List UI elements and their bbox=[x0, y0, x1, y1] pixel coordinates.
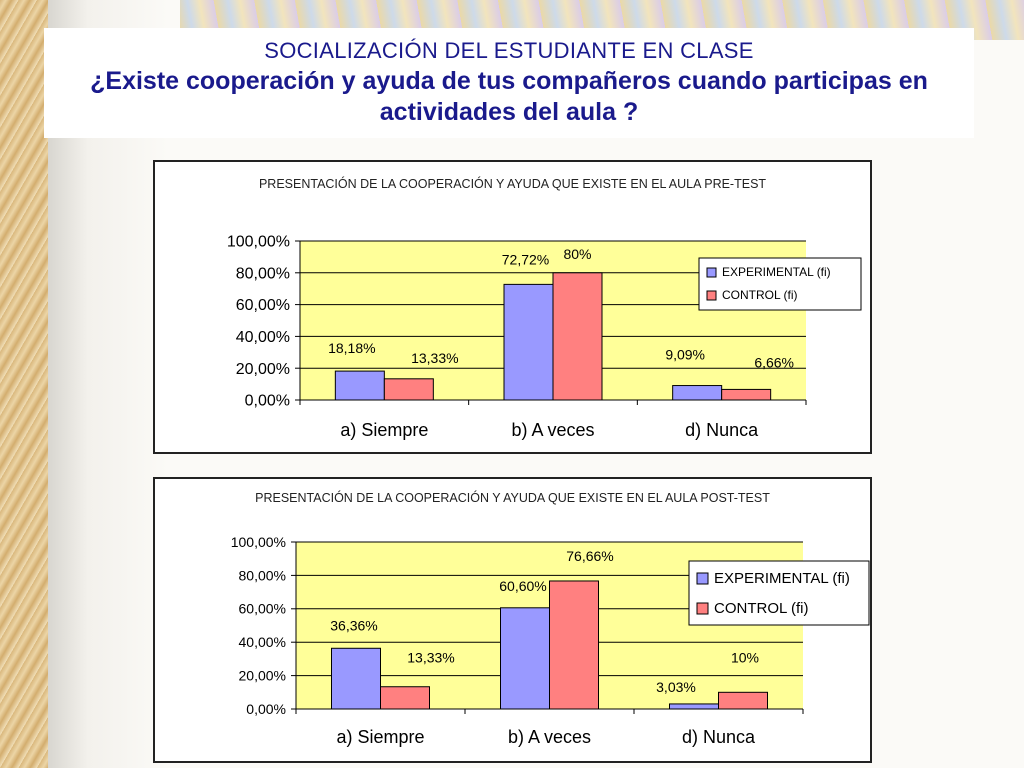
slide-heading: SOCIALIZACIÓN DEL ESTUDIANTE EN CLASE bbox=[264, 38, 754, 63]
data-label: 18,18% bbox=[328, 340, 375, 356]
bar bbox=[718, 691, 768, 710]
bar bbox=[721, 388, 772, 401]
y-tick-label: 60,00% bbox=[236, 297, 290, 314]
bar bbox=[669, 703, 719, 710]
data-label: 36,36% bbox=[330, 617, 377, 633]
bar bbox=[672, 385, 723, 401]
bar bbox=[334, 370, 385, 401]
chart-title: PRESENTACIÓN DE LA COOPERACIÓN Y AYUDA Q… bbox=[255, 491, 770, 505]
bar bbox=[552, 272, 603, 401]
category-label: b) A veces bbox=[508, 727, 591, 747]
category-label: d) Nunca bbox=[682, 727, 756, 747]
legend-swatch bbox=[696, 572, 709, 585]
data-label: 60,60% bbox=[499, 578, 546, 594]
slide-question: ¿Existe cooperación y ayuda de tus compa… bbox=[90, 67, 928, 126]
legend-label: EXPERIMENTAL (fi) bbox=[714, 570, 850, 587]
category-label: a) Siempre bbox=[340, 420, 428, 440]
y-tick-label: 20,00% bbox=[239, 668, 286, 684]
y-tick-label: 80,00% bbox=[236, 265, 290, 282]
chart-post-test-plot: 0,00% 20,00% 40,00% 60,00% 80,00% 100,00% 36,3… bbox=[231, 534, 870, 747]
y-tick-label: 100,00% bbox=[231, 534, 286, 550]
legend-swatch bbox=[706, 290, 717, 301]
y-tick-label: 80,00% bbox=[239, 567, 286, 583]
category-label: d) Nunca bbox=[685, 420, 759, 440]
chart-post-test: PRESENTACIÓN DE LA COOPERACIÓN Y AYUDA Q… bbox=[153, 477, 872, 763]
legend-label: EXPERIMENTAL (fi) bbox=[722, 265, 831, 279]
legend-swatch bbox=[696, 602, 709, 615]
chart-pre-test-plot: 0,00% 20,00% 40,00% 60,00% 80,00% 100,00% 18,1… bbox=[227, 234, 862, 440]
legend-label: CONTROL (fi) bbox=[714, 600, 808, 617]
legend-box bbox=[698, 257, 862, 311]
chart-pre-test: PRESENTACIÓN DE LA COOPERACIÓN Y AYUDA Q… bbox=[153, 160, 872, 454]
legend-label: CONTROL (fi) bbox=[722, 288, 798, 302]
bar bbox=[383, 378, 434, 401]
y-tick-label: 100,00% bbox=[227, 234, 290, 251]
data-label: 76,66% bbox=[566, 548, 613, 564]
y-tick-label: 40,00% bbox=[236, 329, 290, 346]
y-tick-label: 0,00% bbox=[245, 393, 290, 410]
bar bbox=[331, 647, 381, 710]
y-tick-label: 0,00% bbox=[246, 701, 286, 717]
bar bbox=[549, 580, 599, 710]
data-label: 3,03% bbox=[656, 679, 696, 695]
y-tick-label: 40,00% bbox=[239, 634, 286, 650]
data-label: 10% bbox=[731, 649, 759, 665]
chart-title: PRESENTACIÓN DE LA COOPERACIÓN Y AYUDA Q… bbox=[258, 177, 767, 191]
bar bbox=[500, 607, 550, 710]
data-label: 6,66% bbox=[754, 354, 794, 370]
category-label: a) Siempre bbox=[336, 727, 424, 747]
bar bbox=[380, 686, 430, 710]
title-box: SOCIALIZACIÓN DEL ESTUDIANTE EN CLASE ¿E… bbox=[44, 28, 974, 138]
y-tick-label: 60,00% bbox=[239, 601, 286, 617]
legend-swatch bbox=[706, 267, 717, 278]
data-label: 80% bbox=[563, 246, 591, 262]
y-tick-label: 20,00% bbox=[236, 361, 290, 378]
data-label: 13,33% bbox=[411, 350, 458, 366]
bar bbox=[503, 283, 554, 401]
data-label: 72,72% bbox=[502, 251, 549, 267]
legend-box bbox=[688, 560, 870, 626]
category-label: b) A veces bbox=[511, 420, 594, 440]
data-label: 13,33% bbox=[407, 650, 454, 666]
data-label: 9,09% bbox=[665, 347, 705, 363]
background-texture-left bbox=[0, 0, 48, 768]
